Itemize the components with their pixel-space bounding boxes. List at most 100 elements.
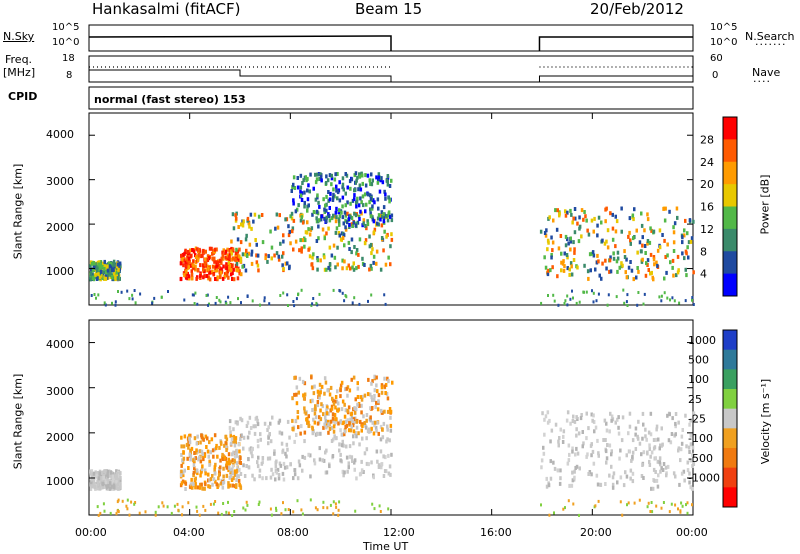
- velocity-echo-cell: [688, 480, 691, 485]
- velocity-echo-cell: [610, 464, 613, 469]
- velocity-noise-cell: [567, 499, 570, 503]
- velocity-echo-cell: [296, 415, 300, 420]
- velocity-echo-cell: [232, 439, 235, 444]
- velocity-echo-cell: [358, 442, 361, 447]
- power-echo-cell: [652, 257, 656, 262]
- velocity-echo-cell: [315, 431, 319, 436]
- velocity-echo-cell: [314, 415, 318, 420]
- power-echo-cell: [366, 219, 369, 224]
- velocity-noise-cell: [335, 505, 338, 509]
- velocity-echo-cell: [367, 377, 370, 382]
- velocity-echo-cell: [576, 451, 580, 456]
- velocity-echo-cell: [95, 486, 98, 491]
- velocity-echo-cell: [655, 427, 658, 432]
- power-echo-cell: [382, 216, 386, 221]
- velocity-echo-cell: [356, 402, 359, 407]
- velocity-echo-cell: [569, 421, 572, 426]
- power-echo-cell: [300, 215, 303, 220]
- velocity-echo-cell: [654, 437, 658, 442]
- velocity-noise-cell: [121, 499, 124, 503]
- power-echo-cell: [643, 244, 647, 248]
- velocity-echo-cell: [309, 474, 312, 479]
- velocity-colorbar-tick: -100: [688, 432, 713, 445]
- velocity-echo-cell: [324, 450, 327, 455]
- velocity-echo-cell: [388, 464, 392, 469]
- power-echo-cell: [341, 258, 344, 263]
- power-echo-cell: [570, 212, 573, 217]
- velocity-echo-cell: [651, 486, 655, 491]
- power-echo-cell: [284, 217, 287, 222]
- power-noise-cell: [643, 292, 646, 296]
- power-echo-cell: [349, 186, 352, 191]
- power-echo-cell: [591, 250, 595, 255]
- power-echo-cell: [390, 178, 393, 183]
- power-echo-cell: [244, 237, 248, 242]
- power-noise-cell: [591, 289, 593, 293]
- velocity-echo-cell: [321, 404, 325, 409]
- power-echo-cell: [292, 218, 296, 223]
- power-echo-cell: [286, 261, 289, 266]
- power-echo-cell: [616, 269, 619, 274]
- power-echo-cell: [544, 265, 548, 270]
- power-echo-cell: [98, 265, 102, 270]
- power-echo-cell: [231, 247, 235, 252]
- velocity-echo-cell: [629, 468, 633, 473]
- power-echo-cell: [616, 256, 620, 261]
- velocity-echo-cell: [259, 437, 262, 442]
- power-echo-cell: [250, 252, 253, 257]
- velocity-echo-cell: [549, 476, 553, 481]
- power-noise-cell: [669, 298, 671, 302]
- velocity-echo-cell: [654, 456, 657, 461]
- power-noise-cell: [540, 301, 543, 305]
- velocity-echo-cell: [688, 422, 691, 427]
- power-echo-cell: [568, 272, 571, 277]
- velocity-echo-cell: [294, 418, 297, 423]
- velocity-echo-cell: [200, 467, 204, 472]
- power-echo-cell: [221, 253, 225, 258]
- velocity-echo-cell: [381, 427, 384, 432]
- velocity-echo-cell: [202, 437, 205, 442]
- power-echo-cell: [347, 263, 350, 268]
- power-echo-cell: [264, 253, 268, 258]
- velocity-echo-cell: [575, 427, 578, 432]
- velocity-echo-cell: [650, 450, 654, 455]
- velocity-echo-cell: [312, 417, 315, 422]
- velocity-echo-cell: [648, 447, 651, 451]
- velocity-echo-cell: [288, 435, 291, 440]
- power-echo-cell: [246, 216, 250, 221]
- velocity-echo-cell: [587, 472, 590, 476]
- power-noise-cell: [215, 296, 218, 299]
- power-echo-cell: [328, 218, 332, 223]
- velocity-noise-cell: [619, 500, 622, 504]
- power-echo-cell: [181, 257, 184, 262]
- velocity-echo-cell: [374, 405, 377, 409]
- power-echo-cell: [372, 260, 375, 265]
- power-echo-cell: [353, 197, 356, 202]
- velocity-echo-cell: [218, 470, 221, 475]
- velocity-echo-cell: [319, 431, 322, 436]
- velocity-echo-cell: [249, 426, 253, 430]
- power-echo-cell: [116, 276, 120, 281]
- velocity-noise-cell: [329, 503, 332, 507]
- power-echo-cell: [267, 254, 270, 259]
- velocity-echo-cell: [283, 465, 287, 470]
- velocity-echo-cell: [217, 476, 220, 481]
- power-echo-cell: [564, 213, 568, 218]
- power-echo-cell: [184, 273, 187, 278]
- velocity-echo-cell: [303, 430, 307, 435]
- power-echo-cell: [560, 268, 563, 273]
- velocity-echo-cell: [275, 459, 278, 464]
- velocity-echo-cell: [181, 458, 184, 463]
- power-echo-cell: [320, 178, 323, 183]
- velocity-echo-cell: [343, 432, 346, 437]
- velocity-echo-cell: [104, 471, 107, 476]
- power-echo-cell: [364, 238, 368, 243]
- power-echo-cell: [689, 239, 693, 244]
- power-echo-cell: [303, 244, 306, 249]
- power-echo-cell: [275, 212, 279, 217]
- power-noise-cell: [225, 302, 228, 306]
- power-echo-cell: [184, 248, 187, 253]
- velocity-echo-cell: [360, 397, 364, 402]
- power-echo-cell: [346, 200, 349, 205]
- velocity-echo-cell: [374, 425, 378, 430]
